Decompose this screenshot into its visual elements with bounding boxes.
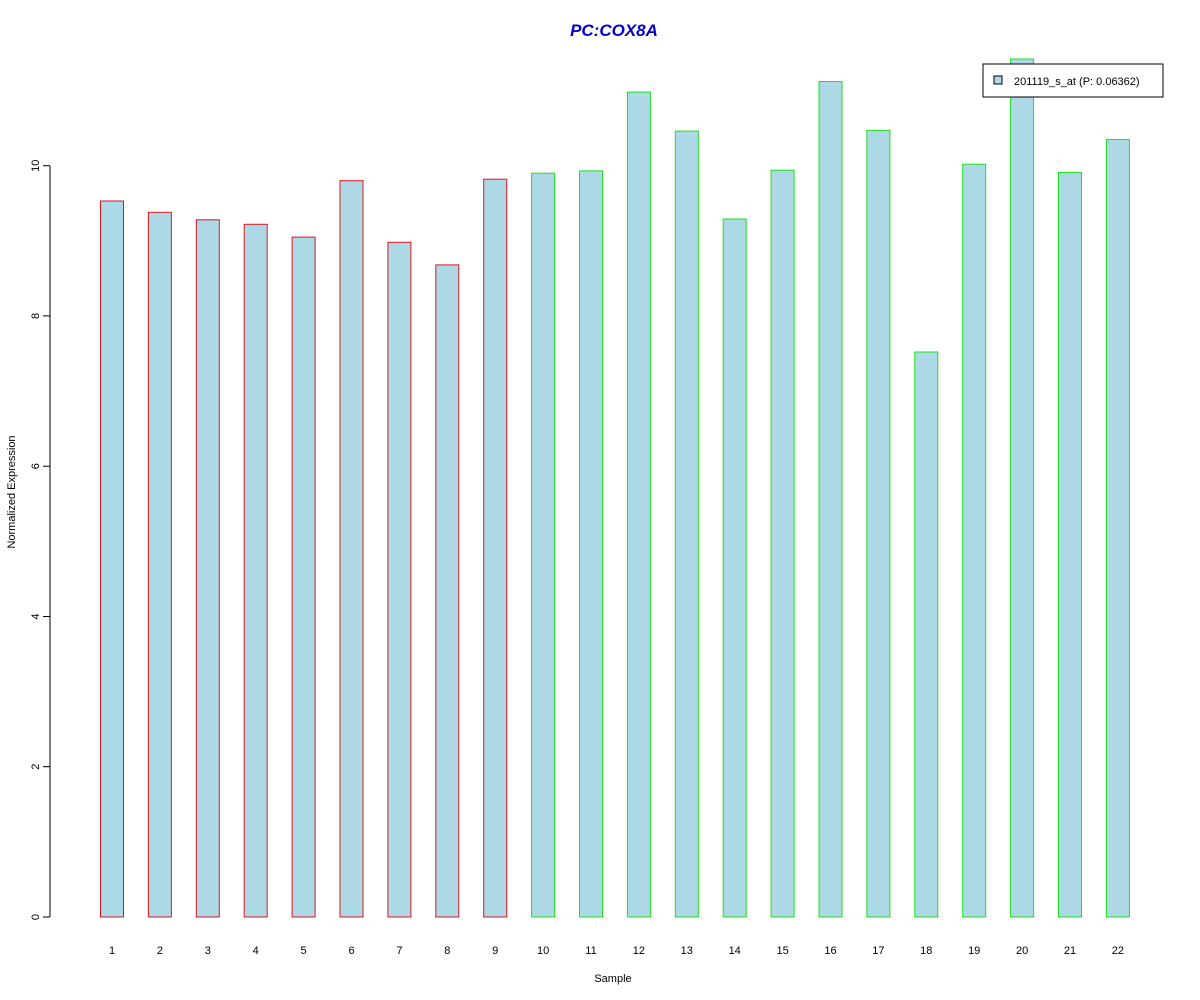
x-axis: 1 2 3 4 5 6 7 8 9 10 11 12 13 14 15 16 17 18 19 20 21 22: [109, 945, 1124, 957]
y-tick-label: 2: [30, 764, 42, 770]
bar-sample-6: [339, 180, 364, 918]
y-axis-title: Normalized Expression: [6, 435, 18, 548]
y-tick-label: 10: [30, 160, 42, 172]
bar-sample-17: [866, 129, 891, 918]
bar-sample-3: [195, 219, 220, 918]
bar-sample-22: [1105, 138, 1130, 918]
legend-swatch: [993, 75, 1003, 85]
x-tick-label: 9: [492, 945, 498, 957]
bar-sample-19: [962, 163, 987, 918]
y-tick-label: 4: [30, 613, 42, 619]
bar-sample-2: [147, 211, 172, 918]
bar-sample-15: [770, 169, 795, 918]
x-tick-label: 6: [348, 945, 354, 957]
x-tick-label: 2: [157, 945, 163, 957]
legend: 201119_s_at (P: 0.06362): [982, 63, 1164, 98]
legend-box: [982, 63, 1164, 98]
bar-sample-18: [914, 351, 939, 918]
bar-sample-8: [435, 264, 460, 918]
bar-sample-16: [818, 81, 843, 918]
y-axis: 0 2 4 6 8 10: [30, 160, 51, 920]
x-tick-label: 11: [585, 945, 596, 957]
x-tick-label: 12: [633, 945, 645, 957]
x-tick-label: 10: [537, 945, 549, 957]
bar-sample-9: [483, 178, 508, 918]
x-tick-label: 8: [444, 945, 450, 957]
x-tick-label: 22: [1112, 945, 1124, 957]
y-tick-label: 8: [30, 313, 42, 319]
x-tick-label: 20: [1016, 945, 1028, 957]
x-tick-label: 3: [205, 945, 211, 957]
bar-sample-12: [626, 91, 651, 918]
x-tick-label: 18: [920, 945, 932, 957]
x-tick-label: 14: [729, 945, 741, 957]
x-tick-label: 21: [1064, 945, 1076, 957]
bar-sample-4: [243, 223, 268, 918]
bar-sample-7: [387, 241, 412, 918]
x-tick-label: 19: [968, 945, 980, 957]
bar-sample-14: [722, 218, 747, 918]
x-tick-label: 16: [824, 945, 836, 957]
x-tick-label: 15: [776, 945, 788, 957]
legend-label: 201119_s_at (P: 0.06362): [1014, 76, 1140, 88]
x-tick-label: 1: [109, 945, 115, 957]
x-tick-label: 5: [301, 945, 307, 957]
bar-sample-13: [674, 130, 699, 918]
bar-sample-5: [291, 236, 316, 918]
bars-group: [100, 58, 1130, 918]
x-axis-title: Sample: [594, 973, 631, 985]
bar-sample-11: [579, 170, 603, 918]
bar-sample-1: [100, 200, 124, 918]
chart-title: PC:COX8A: [570, 21, 658, 40]
x-tick-label: 17: [872, 945, 884, 957]
x-tick-label: 7: [396, 945, 402, 957]
x-tick-label: 4: [253, 945, 259, 957]
y-tick-label: 6: [30, 463, 42, 469]
y-tick-label: 0: [30, 914, 42, 920]
bar-sample-10: [531, 172, 556, 918]
bar-sample-20: [1010, 58, 1035, 918]
x-tick-label: 13: [681, 945, 693, 957]
bar-sample-21: [1058, 171, 1082, 918]
